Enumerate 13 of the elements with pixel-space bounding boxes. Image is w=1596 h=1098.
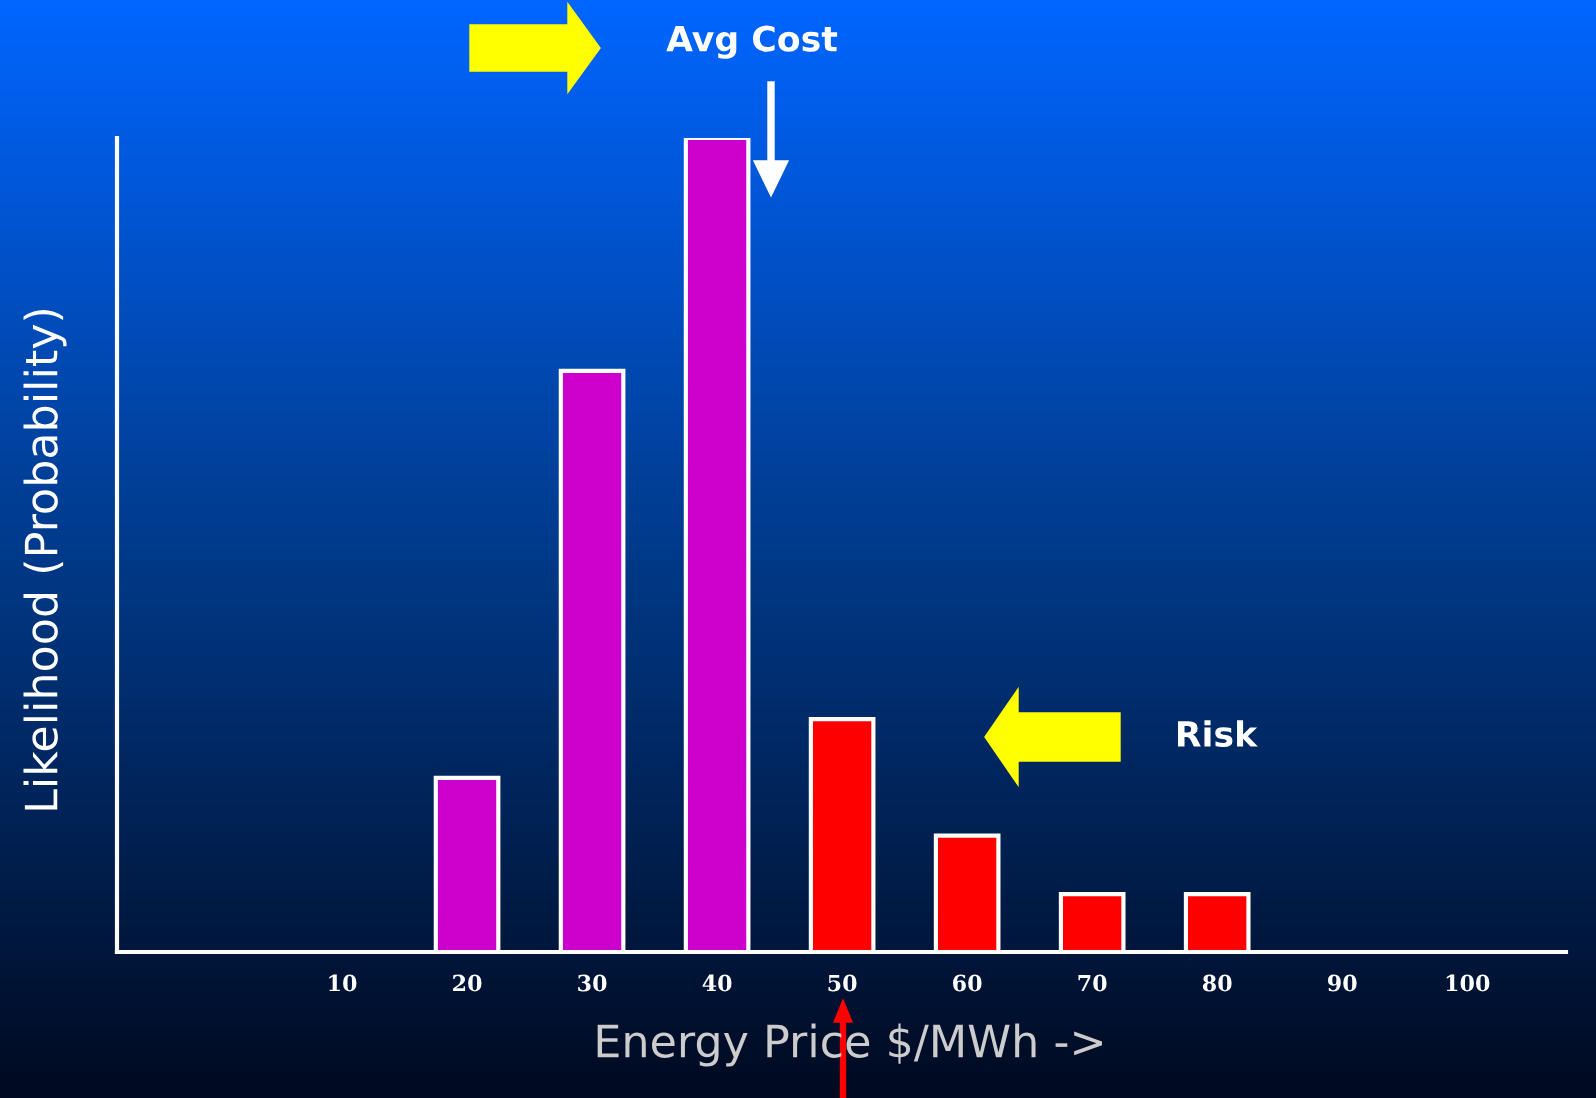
x-tick-label: 100 xyxy=(1446,974,1490,992)
x-tick-label: 60 xyxy=(953,974,982,992)
y-axis-title: Likelihood (Probability) xyxy=(23,309,67,810)
x-tick-label: 30 xyxy=(578,974,607,992)
x-tick-label: 90 xyxy=(1327,974,1357,992)
text: Avg Cost xyxy=(666,25,838,59)
x-tick-label: 40 xyxy=(702,974,732,992)
x-tick-label: 80 xyxy=(1202,974,1232,992)
x-tick-label: 10 xyxy=(329,974,357,992)
x-tick-label: 50 xyxy=(828,974,857,992)
x-tick-label: 70 xyxy=(1078,974,1107,992)
annotation: Risk xyxy=(1177,720,1258,748)
x-tick-label: 20 xyxy=(453,974,482,992)
